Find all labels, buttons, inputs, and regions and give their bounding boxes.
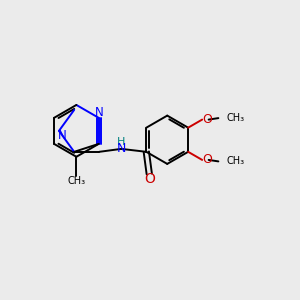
- Text: CH₃: CH₃: [67, 176, 86, 186]
- Text: N: N: [58, 129, 67, 142]
- Text: CH₃: CH₃: [226, 156, 245, 167]
- Text: CH₃: CH₃: [226, 113, 245, 123]
- Text: N: N: [94, 106, 103, 118]
- Text: N: N: [117, 142, 126, 155]
- Text: H: H: [117, 137, 125, 147]
- Text: O: O: [202, 113, 212, 126]
- Text: O: O: [144, 172, 155, 186]
- Text: O: O: [202, 153, 212, 167]
